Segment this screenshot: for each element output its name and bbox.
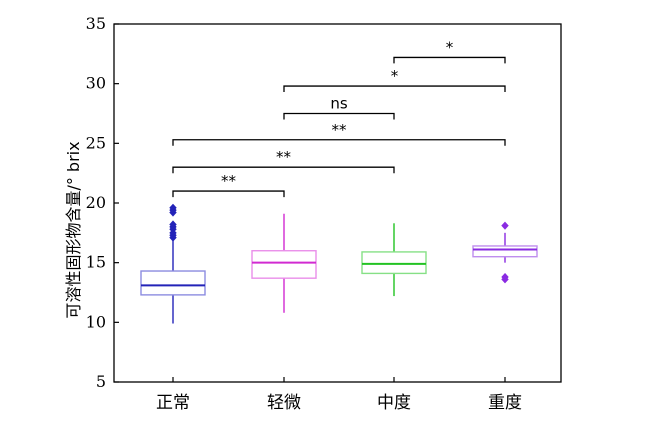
iqr-box [472, 245, 538, 258]
box-3 [361, 223, 427, 297]
significance-bracket: ** [172, 172, 285, 198]
significance-label: * [446, 38, 454, 56]
x-category-label: 中度 [377, 393, 411, 413]
iqr-box [361, 251, 427, 275]
bracket-line [283, 85, 506, 93]
y-tick-label: 10 [86, 312, 106, 331]
outlier-point [501, 275, 509, 284]
significance-bracket: ** [172, 121, 506, 146]
significance-bracket: ** [172, 148, 395, 174]
y-tick-label: 30 [86, 74, 106, 93]
significance-label: ** [332, 121, 348, 139]
bracket-line [172, 166, 395, 174]
significance-label: * [391, 67, 399, 85]
y-tick-label: 5 [96, 372, 106, 391]
iqr-box [251, 250, 317, 279]
x-category-label: 重度 [488, 393, 522, 413]
outlier-point [169, 220, 177, 229]
x-category-label: 正常 [156, 393, 190, 413]
significance-bracket: * [283, 67, 506, 93]
iqr-box [140, 270, 206, 296]
significance-label: ns [330, 95, 348, 113]
x-category-label: 轻微 [267, 393, 301, 413]
box-2 [251, 213, 317, 313]
outlier-point [501, 221, 509, 230]
y-tick-label: 35 [86, 14, 106, 33]
y-tick-label: 25 [86, 133, 106, 152]
significance-bracket: * [393, 38, 506, 64]
bracket-line [172, 139, 506, 146]
y-tick-label: 20 [86, 193, 106, 212]
bracket-line [172, 190, 285, 198]
box-1 [140, 203, 206, 324]
box-4 [472, 221, 538, 284]
significance-bracket: ns [283, 95, 395, 120]
outlier-point [169, 203, 177, 212]
y-tick-label: 15 [86, 253, 106, 272]
y-axis-title: 可溶性固形物含量/° brix [64, 141, 83, 318]
bracket-line [283, 112, 395, 120]
plot-frame [113, 23, 562, 383]
significance-label: ** [221, 172, 237, 190]
significance-label: ** [276, 148, 292, 166]
bracket-line [393, 56, 506, 64]
